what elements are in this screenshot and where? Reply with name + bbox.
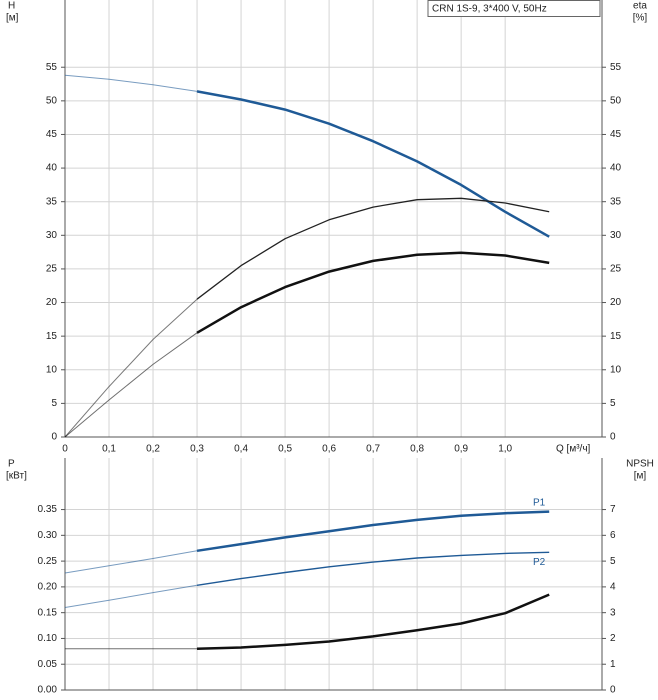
y-tick-label: 0.20 <box>38 582 58 593</box>
y-tick-label: 0.35 <box>38 504 58 515</box>
curve <box>196 197 550 300</box>
y2-tick-label: 25 <box>610 264 622 275</box>
curve <box>196 593 550 651</box>
y2-tick-label: 50 <box>610 95 622 106</box>
x-axis-label: Q [м³/ч] <box>556 444 591 455</box>
y2-tick-label: 45 <box>610 129 622 140</box>
curve-thin <box>64 74 198 92</box>
x-tick-label: 0,9 <box>454 444 468 455</box>
y2-tick-label: 7 <box>610 504 616 515</box>
y2-tick-label: 10 <box>610 364 622 375</box>
curve-thin <box>64 550 198 574</box>
x-tick-label: 1,0 <box>498 444 512 455</box>
y2-tick-label: 1 <box>610 659 616 670</box>
curve <box>196 551 550 586</box>
y2-tick-label: 20 <box>610 297 622 308</box>
y2-tick-label: 4 <box>610 582 616 593</box>
y2-tick-label: 15 <box>610 331 622 342</box>
y-tick-label: 0.25 <box>38 556 58 567</box>
legend-box <box>427 0 601 17</box>
x-tick-label: 0,3 <box>190 444 204 455</box>
y-tick-label: 0.30 <box>38 530 58 541</box>
x-tick-label: 0,6 <box>322 444 336 455</box>
y2-axis-label: NPSH <box>626 459 654 470</box>
y-axis-unit: [кВт] <box>6 471 27 482</box>
curve-thin <box>64 584 198 608</box>
y-tick-label: 5 <box>51 398 57 409</box>
curve <box>196 510 550 553</box>
y-axis-unit: [м] <box>6 13 19 24</box>
x-tick-label: 0,5 <box>278 444 292 455</box>
y-tick-label: 25 <box>46 264 58 275</box>
y-tick-label: 0.00 <box>38 685 58 696</box>
x-tick-label: 0,7 <box>366 444 380 455</box>
y-axis-label: H <box>8 1 15 12</box>
y2-axis-unit: [%] <box>633 13 648 24</box>
y-tick-label: 30 <box>46 230 58 241</box>
y2-tick-label: 0 <box>610 432 616 443</box>
y2-tick-label: 2 <box>610 633 616 644</box>
y2-tick-label: 5 <box>610 398 616 409</box>
curve-thin <box>64 298 198 438</box>
y-tick-label: 40 <box>46 163 58 174</box>
series-label: P2 <box>533 557 546 568</box>
y2-tick-label: 3 <box>610 607 616 618</box>
curve <box>196 251 550 334</box>
y-tick-label: 0.15 <box>38 607 58 618</box>
y-axis-label: P <box>8 459 15 470</box>
x-tick-label: 0,4 <box>234 444 248 455</box>
y-tick-label: 0.10 <box>38 633 58 644</box>
y2-axis-label: eta <box>633 1 647 12</box>
legend-text: CRN 1S-9, 3*400 V, 50Hz <box>432 4 547 15</box>
y-tick-label: 45 <box>46 129 58 140</box>
y-tick-label: 10 <box>46 364 58 375</box>
y2-tick-label: 6 <box>610 530 616 541</box>
curve <box>196 90 550 238</box>
y-tick-label: 0 <box>51 432 57 443</box>
y2-tick-label: 35 <box>610 196 622 207</box>
y2-tick-label: 40 <box>610 163 622 174</box>
y2-tick-label: 30 <box>610 230 622 241</box>
series-label: P1 <box>533 497 546 508</box>
y-tick-label: 20 <box>46 297 58 308</box>
x-tick-label: 0,1 <box>102 444 116 455</box>
y2-tick-label: 5 <box>610 556 616 567</box>
curve-thin <box>64 332 198 438</box>
y2-tick-label: 0 <box>610 685 616 696</box>
y-tick-label: 15 <box>46 331 58 342</box>
x-tick-label: 0,8 <box>410 444 424 455</box>
x-tick-label: 0 <box>62 444 68 455</box>
y-tick-label: 0.05 <box>38 659 58 670</box>
y-tick-label: 50 <box>46 95 58 106</box>
x-tick-label: 0,2 <box>146 444 160 455</box>
y-tick-label: 35 <box>46 196 58 207</box>
y2-axis-unit: [м] <box>634 471 647 482</box>
y-tick-label: 55 <box>46 62 58 73</box>
y2-tick-label: 55 <box>610 62 622 73</box>
